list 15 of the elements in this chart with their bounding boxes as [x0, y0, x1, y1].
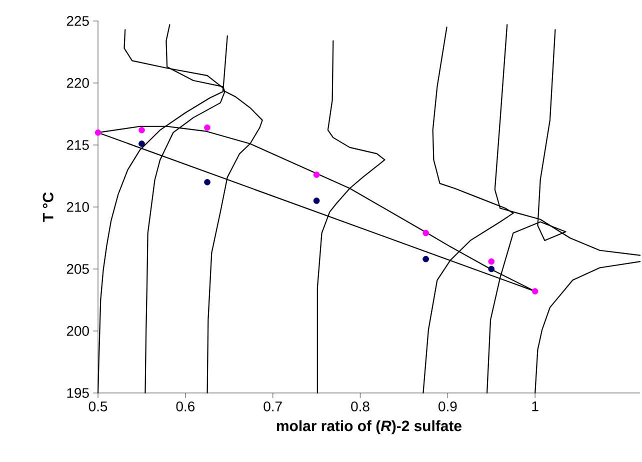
y-tick-label: 200: [66, 326, 89, 336]
x-axis-title: molar ratio of (R)-2 sulfate: [276, 420, 462, 434]
y-tick-label: 215: [66, 140, 89, 150]
x-tick-label: 0.7: [264, 401, 282, 412]
y-axis-title: T °C: [42, 192, 54, 222]
y-tick-label: 205: [66, 264, 89, 274]
y-tick-label: 195: [67, 388, 89, 398]
x-tick-label: 0.9: [438, 401, 457, 412]
x-tick-label: 0.6: [176, 401, 195, 412]
x-tick-label: 0.8: [351, 401, 370, 412]
y-tick-label: 210: [66, 202, 89, 212]
x-tick-label: 1: [532, 402, 538, 412]
x-tick-label: 0.5: [88, 401, 108, 412]
y-tick-label: 225: [66, 16, 89, 26]
y-tick-label: 220: [66, 78, 89, 88]
